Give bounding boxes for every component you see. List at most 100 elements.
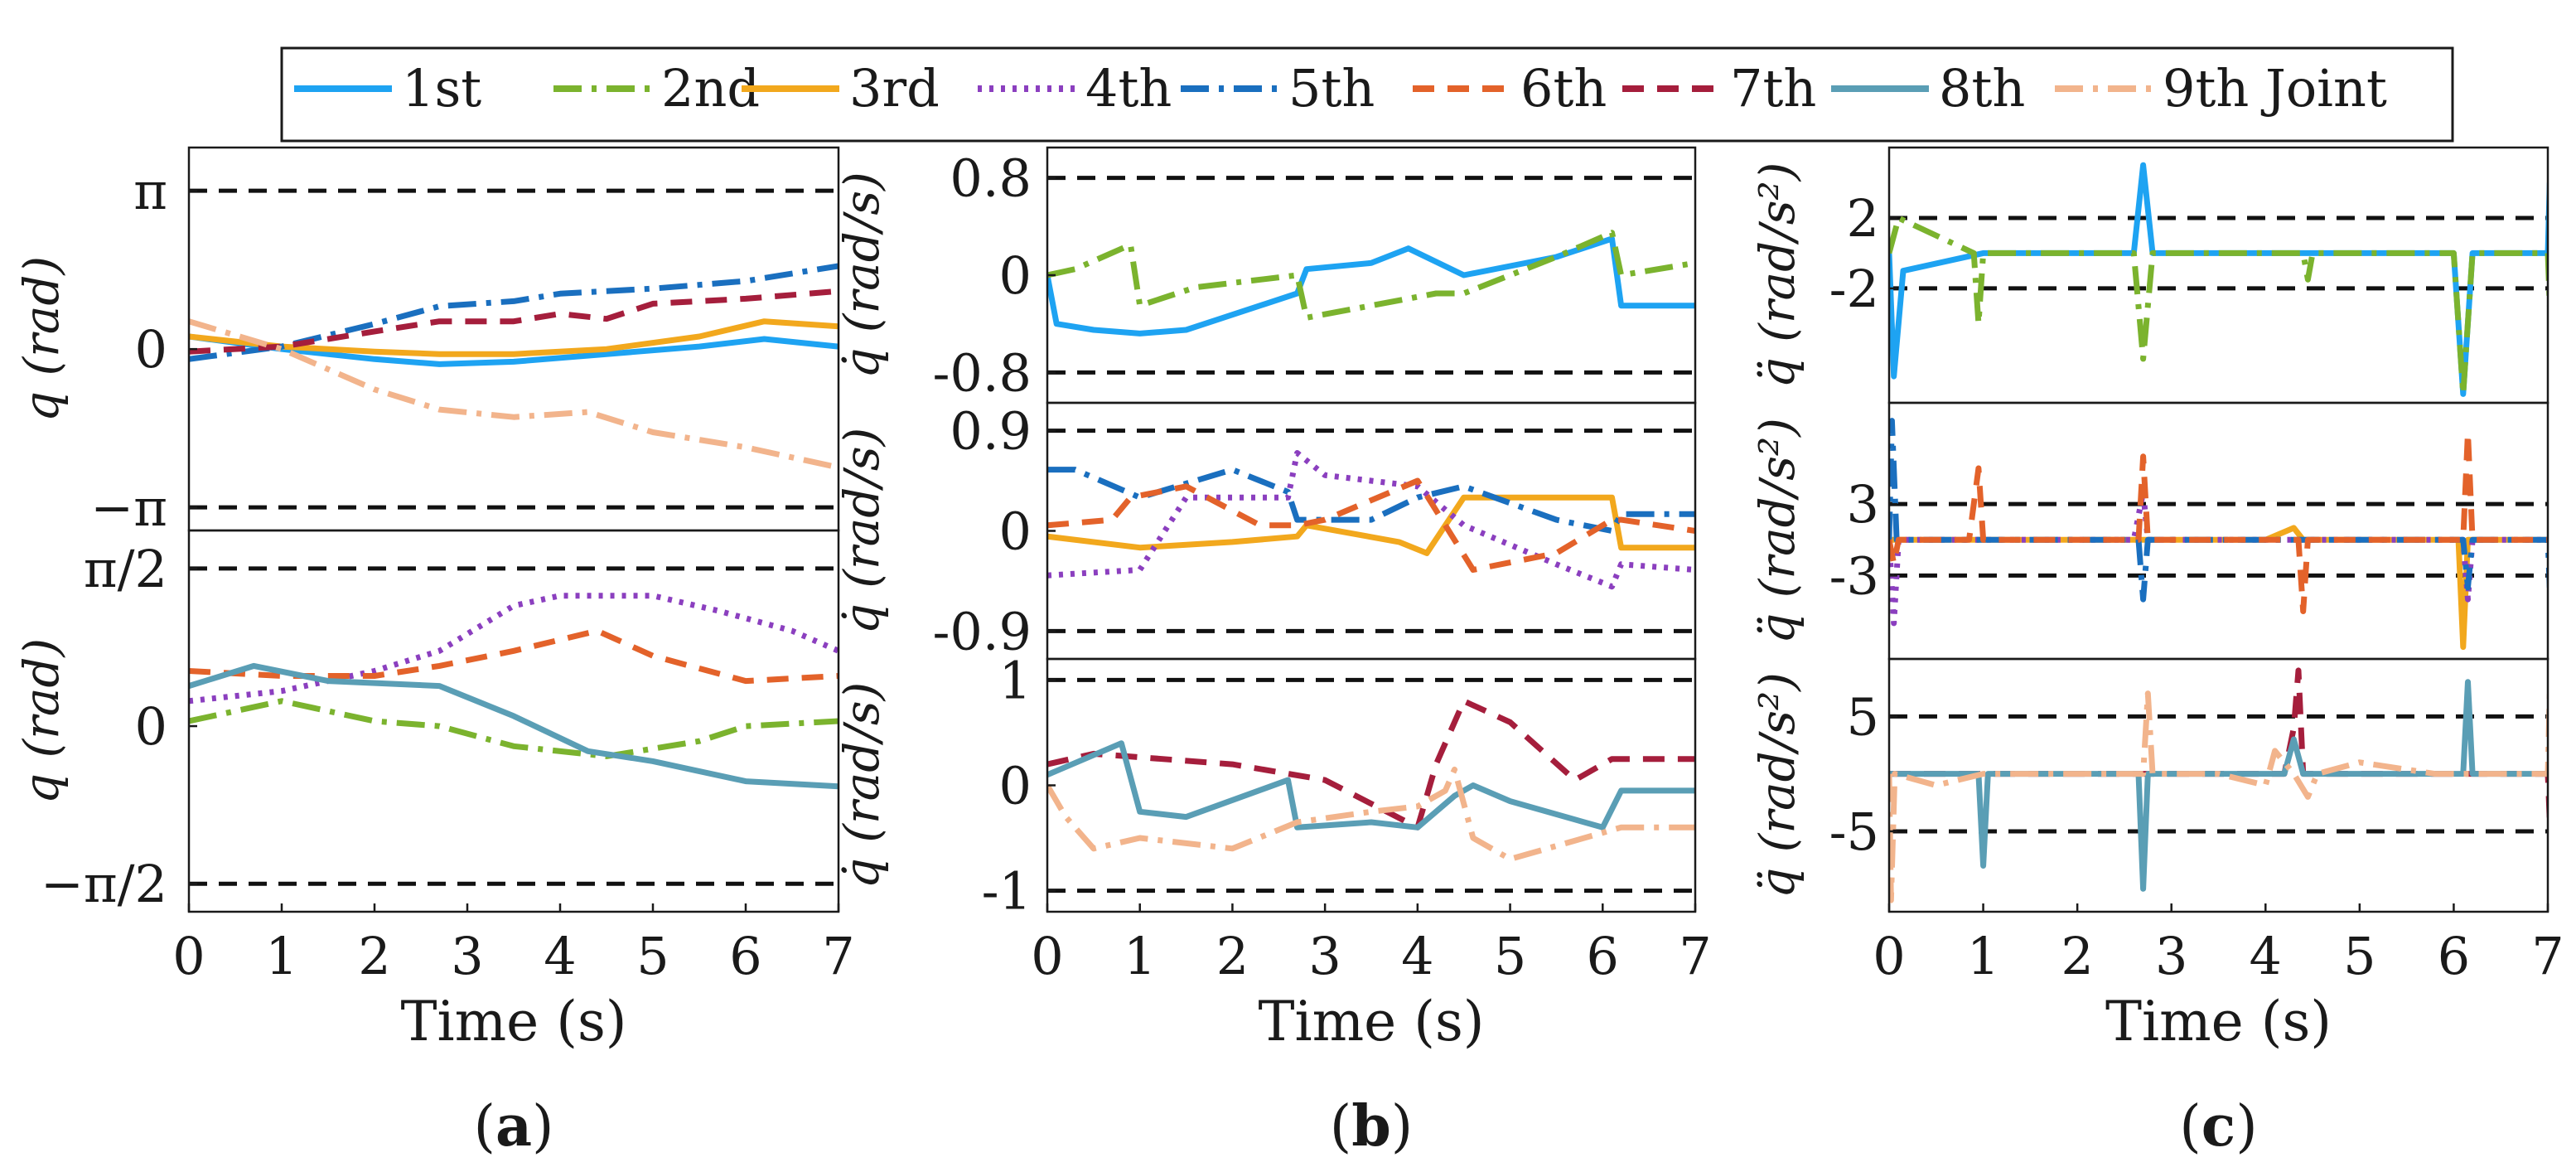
panel-c-row2-series-joint-9	[1889, 690, 2548, 903]
caption-letter-a: a	[495, 1093, 532, 1160]
panel-c-row1-series-joint-6	[1889, 429, 2548, 614]
panel-c-row2-xtick-label-2: 2	[2061, 926, 2093, 986]
panel-b-row0-ytick-label-0: 0.8	[950, 148, 1032, 209]
panel-a-row1-xtick-label-7: 7	[822, 926, 854, 986]
panel-b-row0-frame	[1046, 146, 1697, 404]
panel-a-row0-ytick-label-1: 0	[135, 319, 167, 380]
panel-b-row0-ytick-label-1: 0	[999, 245, 1032, 306]
panel-c-row0-series-joint-2	[1889, 215, 2548, 397]
panel-b-row2-xtick-label-0: 0	[1031, 926, 1063, 986]
panel-c-row2-xtick-label-6: 6	[2438, 926, 2470, 986]
panel-a-row0-ytick-label-2: −π	[90, 477, 167, 538]
panel-c-row1-ytick-label-1: -3	[1829, 545, 1879, 606]
panel-b-row2-xtick-label-7: 7	[1679, 926, 1711, 986]
legend-label-7: 7th	[1730, 58, 1816, 119]
panel-a-row0-ytick-label-0: π	[133, 161, 167, 221]
panel-a-row1-xtick-label-4: 4	[544, 926, 576, 986]
caption-a: (a)	[473, 1093, 553, 1160]
panel-a-row1-frame	[187, 529, 840, 913]
panel-c-row2-xtick-label-4: 4	[2250, 926, 2282, 986]
panel-a-row1-xtick-label-0: 0	[172, 926, 205, 986]
panel-a-row1-ylabel: q (rad)	[13, 638, 70, 804]
panel-c-row1-ylabel: q̈ (rad/s²)	[1749, 418, 1805, 644]
panel-c-row1-frame	[1887, 401, 2549, 661]
panel-c-row0-ytick-label-0: 2	[1847, 188, 1879, 249]
panel-c-row2-ytick-label-0: 5	[1847, 686, 1879, 747]
panel-c-row2-series-group	[1889, 667, 2548, 903]
panel-a-row1-series-joint-8	[189, 662, 839, 790]
panel-c-row1-series-joint-5	[1889, 418, 2548, 603]
panel-b-row2-ytick-label-0: 1	[999, 650, 1032, 710]
panel-b-row1-ytick-label-2: -0.9	[932, 601, 1032, 661]
panel-b-row2-xtick-label-1: 1	[1124, 926, 1156, 986]
panel-b-row2-xtick-label-4: 4	[1401, 926, 1433, 986]
panel-c-row2-series-joint-8	[1889, 679, 2548, 892]
panel-b-row2-series-joint-8	[1047, 740, 1695, 831]
panel-a-row0-series-group	[189, 263, 839, 471]
panel-c-row2-xtick-label-7: 7	[2531, 926, 2564, 986]
panel-c-row1-series-group	[1889, 418, 2548, 651]
panel-a-row1-ytick-label-0: π/2	[84, 539, 167, 599]
panel-b-row2-series-joint-7	[1047, 698, 1695, 831]
panel-b-row1-series-group	[1047, 450, 1695, 590]
panel-c-row0-frame	[1887, 146, 2549, 404]
panel-b-row2-series-joint-9	[1047, 766, 1695, 862]
legend-label-6: 6th	[1520, 58, 1607, 119]
panel-a-row0-series-joint-1	[189, 333, 839, 367]
panel-c-row2-xlabel: Time (s)	[2105, 990, 2332, 1053]
legend-label-8: 8th	[1939, 58, 2025, 119]
panel-a-row1-xtick-label-5: 5	[636, 926, 669, 986]
panel-b-row0-series-joint-2	[1047, 230, 1695, 321]
panel-c-row2-xtick-label-5: 5	[2343, 926, 2375, 986]
panel-a-row0-series-joint-9	[189, 318, 839, 471]
panel-b-row1-series-joint-3	[1047, 494, 1695, 556]
caption-b: (b)	[1330, 1093, 1414, 1160]
panel-c-row2-ytick-label-1: -5	[1829, 802, 1879, 862]
panel-b-row2-xtick-label-6: 6	[1587, 926, 1619, 986]
panel-b-row1-series-joint-6	[1047, 477, 1695, 573]
panel-a-row1-xtick-label-1: 1	[265, 926, 297, 986]
panel-b-row0-series-group	[1047, 230, 1695, 337]
panel-b-row2-ytick-label-1: 0	[999, 756, 1032, 816]
panel-c-row0-series-joint-1	[1889, 162, 2548, 397]
panel-b-row0-ytick-label-2: -0.8	[932, 342, 1032, 403]
panel-a-row1-xtick-label-2: 2	[358, 926, 390, 986]
panel-a-row1-series-group	[189, 593, 839, 790]
legend-box	[280, 46, 2454, 143]
caption-letter-b: b	[1351, 1093, 1391, 1160]
panel-b-row1-ylabel: q̇ (rad/s)	[834, 428, 890, 635]
panel-a-row0-ylabel: q (rad)	[13, 256, 70, 422]
panel-b-row0-series-joint-1	[1047, 235, 1695, 337]
legend-label-3: 3rd	[849, 58, 940, 119]
panel-b-row1-series-joint-5	[1047, 467, 1695, 534]
panel-b-row1-series-joint-4	[1047, 450, 1695, 590]
panel-c-row2-xtick-label-3: 3	[2155, 926, 2187, 986]
panel-b-row1-ytick-label-1: 0	[999, 501, 1032, 562]
panel-a-row1-xtick-label-3: 3	[451, 926, 483, 986]
panel-a-row1-ytick-label-1: 0	[135, 696, 167, 757]
panel-c-row0-series-group	[1889, 162, 2548, 397]
legend-label-4: 4th	[1085, 58, 1172, 119]
panel-b-row2-xtick-label-2: 2	[1216, 926, 1249, 986]
panel-c-row1-ytick-label-0: 3	[1847, 474, 1879, 535]
panel-a-row1-series-joint-2	[189, 698, 839, 759]
panel-a-row1-ytick-label-2: −π/2	[41, 854, 167, 914]
legend-label-1: 1st	[402, 58, 481, 119]
panel-c-row1-series-joint-4	[1889, 489, 2548, 627]
panel-a-row0-series-joint-3	[189, 318, 839, 357]
panel-b-row2-ylabel: q̇ (rad/s)	[834, 682, 890, 889]
panel-b-row1-ytick-label-0: 0.9	[950, 401, 1032, 462]
caption-letter-c: c	[2201, 1093, 2235, 1160]
legend-label-5: 5th	[1288, 58, 1375, 119]
panel-a-row0-series-joint-7	[189, 288, 839, 355]
panel-c-row1-series-joint-3	[1889, 525, 2548, 651]
legend-label-9: 9th Joint	[2163, 58, 2387, 119]
panel-a-row1-xtick-label-6: 6	[729, 926, 761, 986]
panel-b-row2-xtick-label-3: 3	[1308, 926, 1341, 986]
panel-c-row0-ytick-label-1: -2	[1829, 259, 1879, 319]
panel-b-row2-frame	[1046, 657, 1697, 913]
panel-b-row0-ylabel: q̇ (rad/s)	[834, 172, 890, 379]
panel-a-row1-xlabel: Time (s)	[400, 990, 626, 1053]
panel-c-row2-ylabel: q̈ (rad/s²)	[1749, 672, 1805, 898]
